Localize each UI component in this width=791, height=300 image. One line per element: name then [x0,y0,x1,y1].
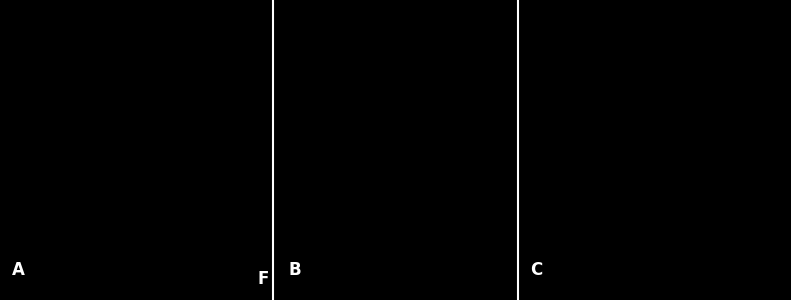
Text: B: B [289,261,301,279]
Text: F: F [257,270,268,288]
Text: A: A [12,261,25,279]
Text: C: C [530,261,542,279]
